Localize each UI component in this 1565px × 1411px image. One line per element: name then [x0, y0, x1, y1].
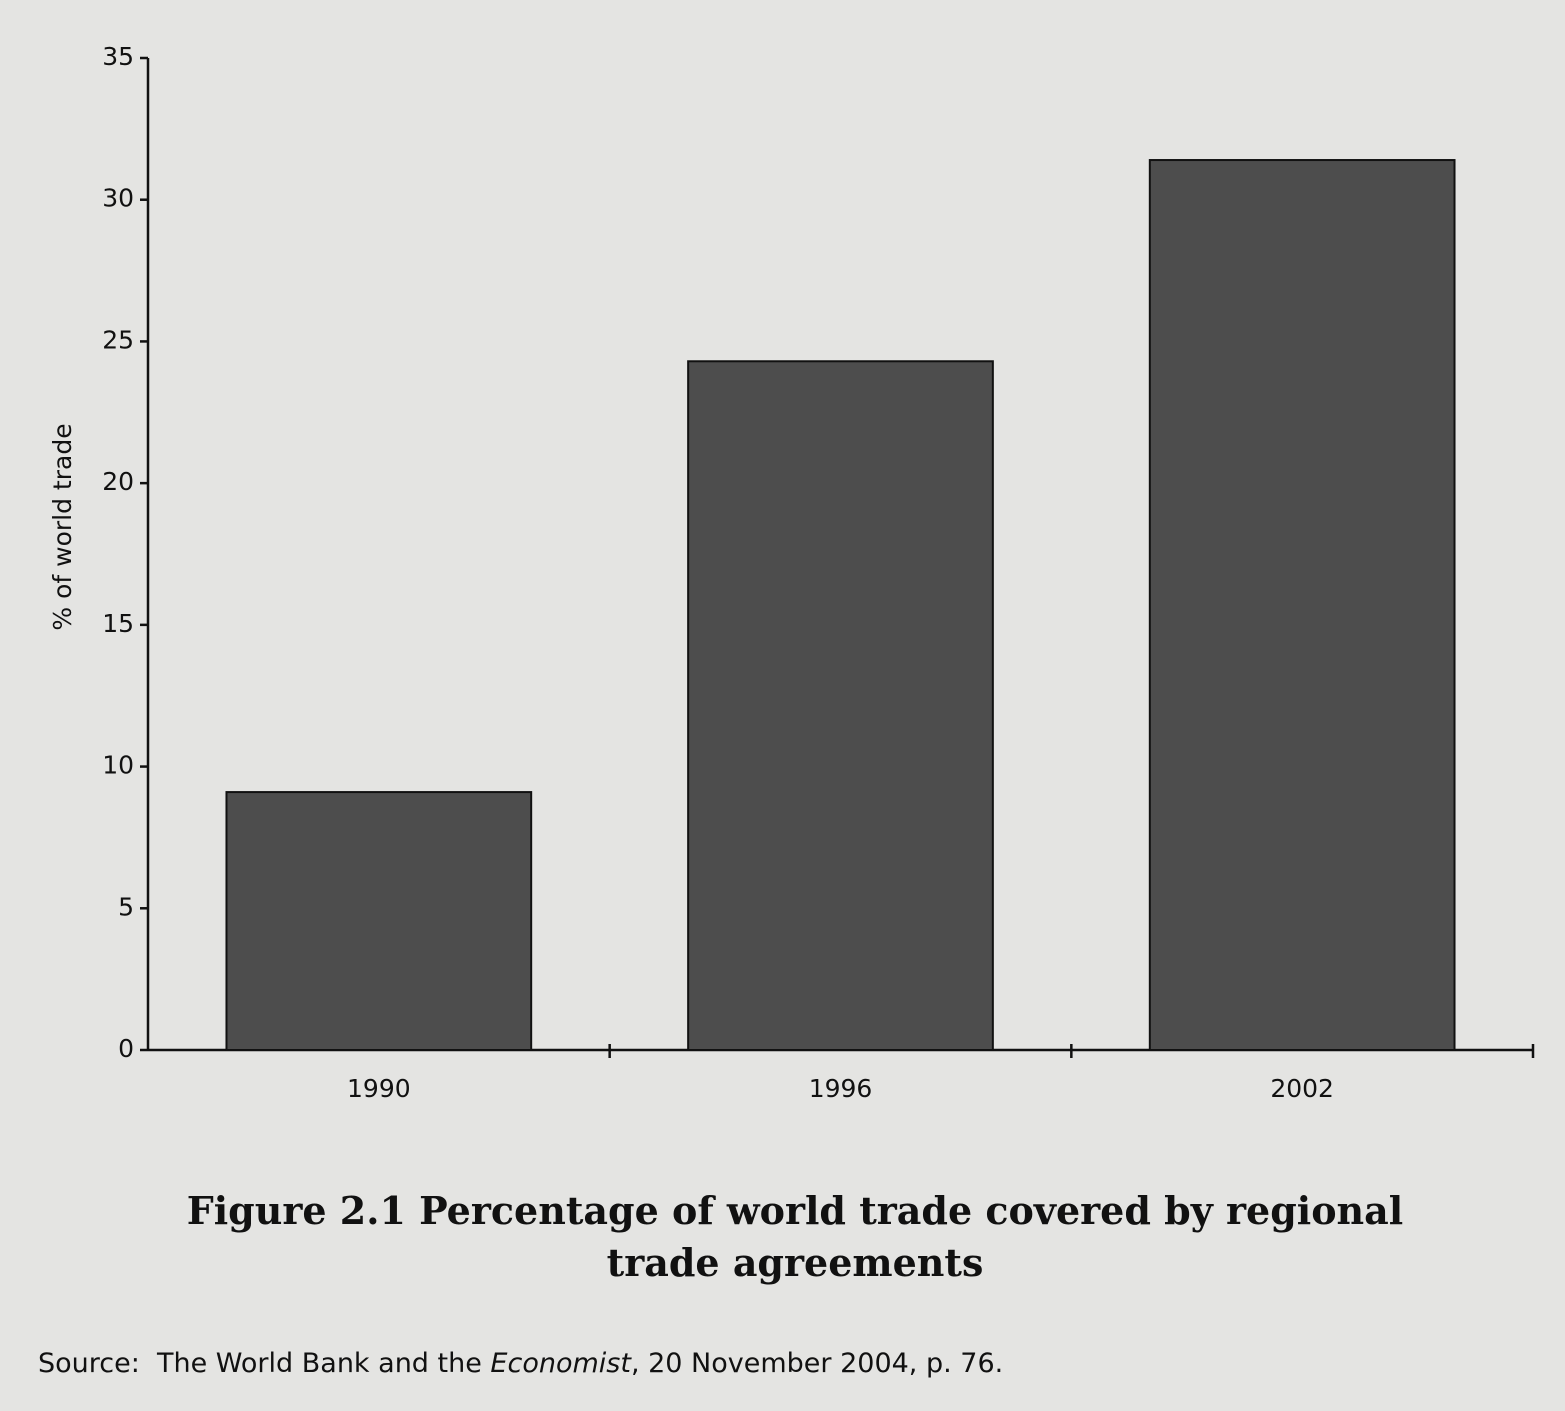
- bar: [1148, 159, 1456, 1051]
- y-tick-label: 35: [102, 42, 134, 71]
- y-tick-label: 30: [102, 184, 134, 213]
- source-text: , 20 November 2004, p. 76.: [630, 1348, 1004, 1379]
- source-text: Source: The World Bank and the: [38, 1348, 491, 1379]
- x-tick-label: 1996: [809, 1074, 873, 1103]
- x-tick-label: 2002: [1270, 1074, 1334, 1103]
- bar: [225, 791, 533, 1052]
- y-axis-label: % of world trade: [48, 423, 77, 630]
- source-note: Source: The World Bank and the Economist…: [38, 1348, 1003, 1379]
- source-text: Economist: [490, 1348, 631, 1379]
- y-tick-label: 25: [102, 325, 134, 354]
- bar: [687, 360, 994, 1052]
- y-tick-label: 15: [102, 609, 134, 638]
- x-tick-label: 1990: [347, 1074, 411, 1103]
- y-tick-label: 5: [118, 892, 134, 921]
- y-tick-label: 10: [102, 751, 134, 780]
- chart-title: Figure 2.1 Percentage of world trade cov…: [186, 1188, 1404, 1285]
- y-tick-label: 0: [118, 1034, 134, 1063]
- y-tick-label: 20: [102, 467, 134, 496]
